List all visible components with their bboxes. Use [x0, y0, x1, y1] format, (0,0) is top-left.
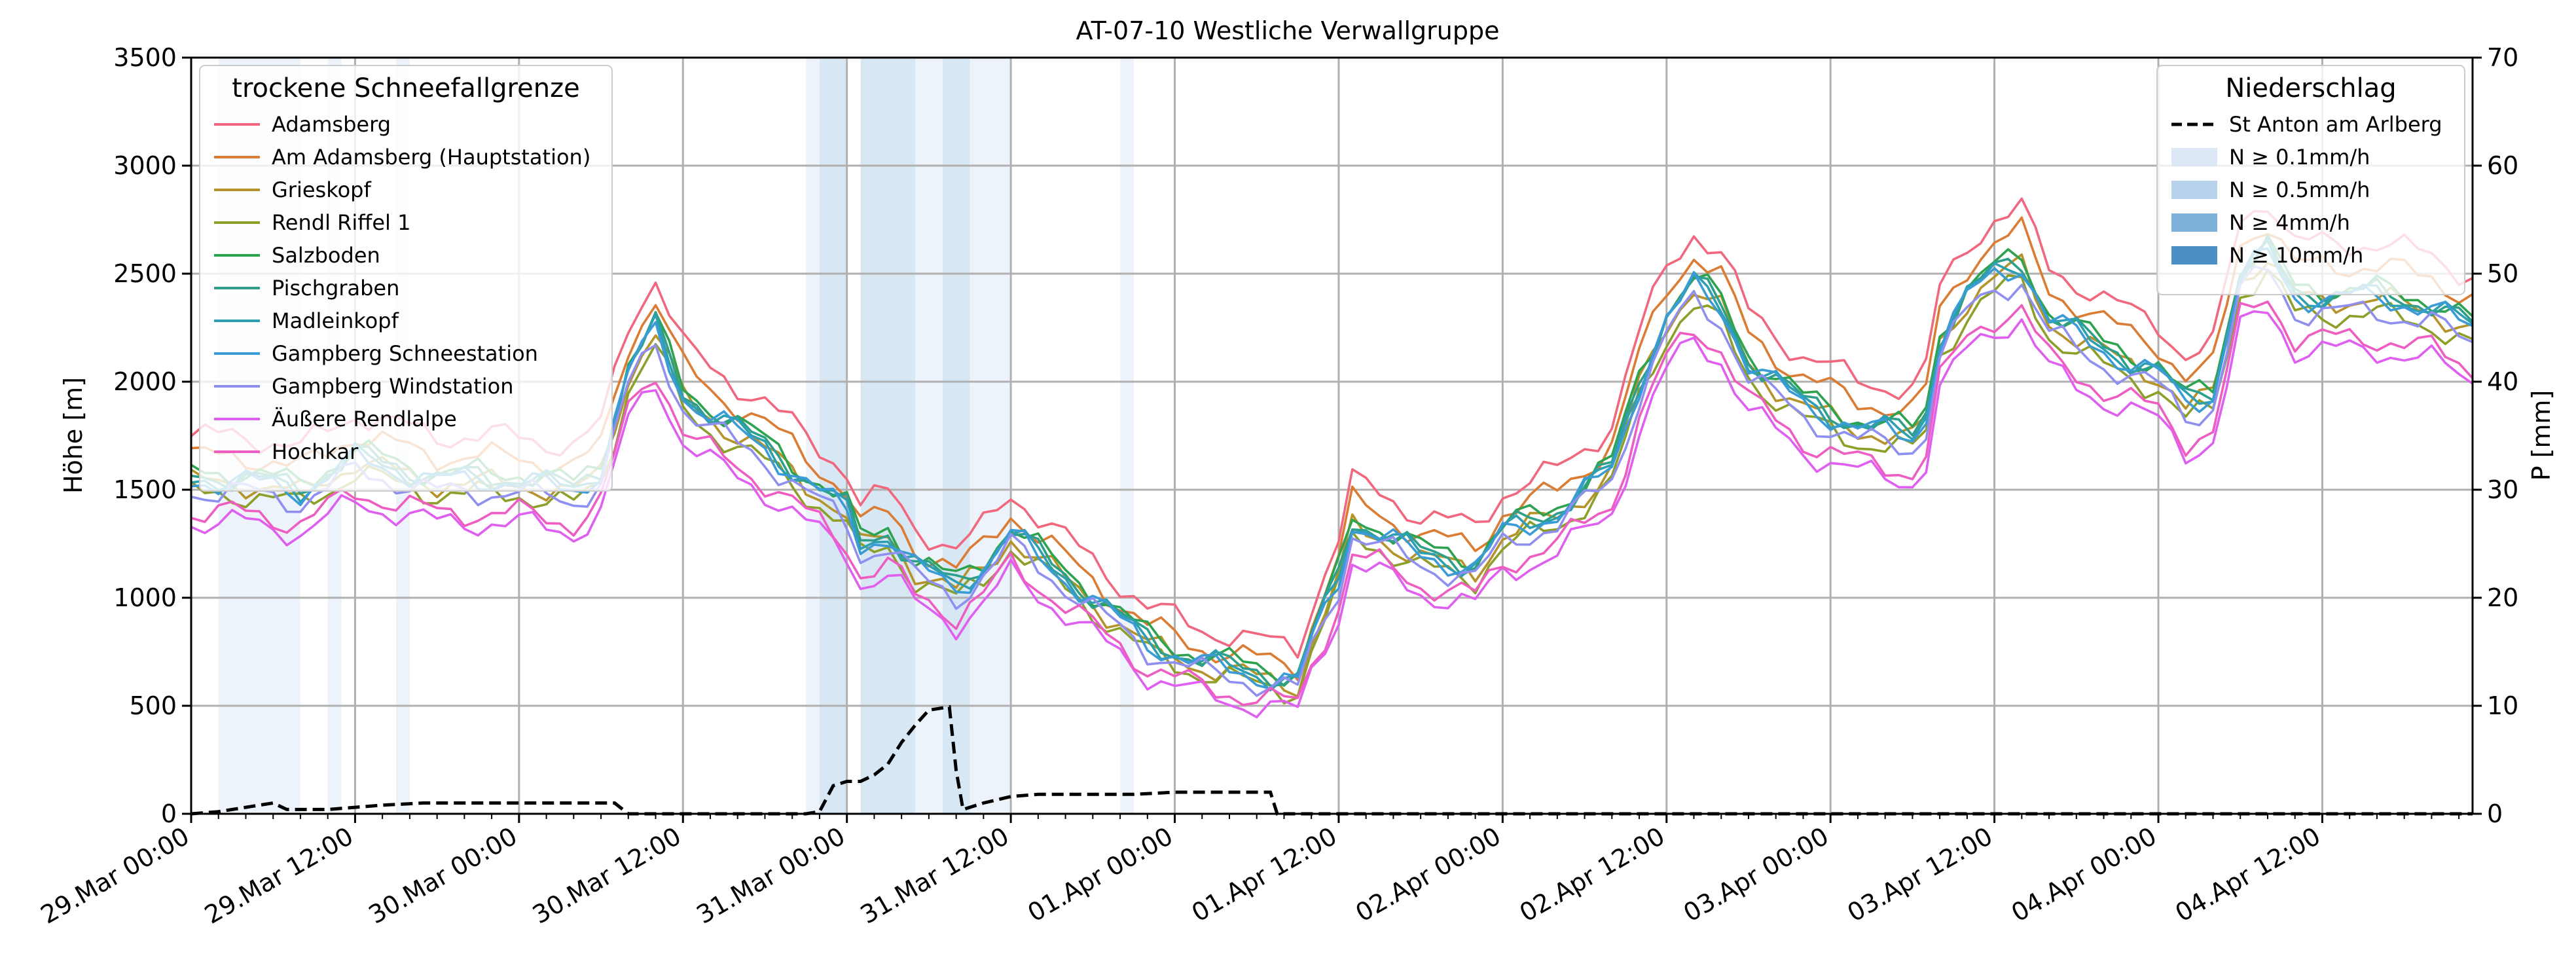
y-left-tick-label-5: 2500 [113, 259, 177, 288]
y-axis-label-right: P [mm] [2527, 390, 2556, 481]
y-right-tick-label-7: 70 [2487, 43, 2518, 72]
chart-title: AT-07-10 Westliche Verwallgruppe [1076, 16, 1500, 45]
y-right-tick-label-4: 40 [2487, 367, 2518, 396]
y-right-tick-label-0: 0 [2487, 799, 2503, 828]
y-right-tick-label-5: 50 [2487, 259, 2518, 288]
series-line-8 [190, 265, 2473, 697]
x-tick-label-9: 02.Apr 12:00 [1515, 822, 1670, 928]
precip-line [190, 704, 2473, 816]
x-tick-label-6: 01.Apr 00:00 [1023, 822, 1178, 928]
precip-band-9 [1120, 58, 1134, 814]
x-tick-label-0: 29.Mar 00:00 [36, 822, 194, 930]
y-right-tick-label-3: 30 [2487, 475, 2518, 504]
series-line-9 [190, 310, 2474, 719]
series-line-3 [190, 268, 2473, 704]
legend-right-band-label-1: N ≥ 0.5mm/h [2229, 177, 2370, 202]
y-left-tick-label-0: 0 [161, 799, 177, 828]
legend-left-label-7: Gampberg Schneestation [272, 341, 538, 366]
legend-left-label-1: Am Adamsberg (Hauptstation) [272, 145, 590, 170]
x-tick-label-5: 31.Mar 12:00 [856, 822, 1014, 930]
precip-band-5 [860, 58, 916, 814]
legend-left-label-10: Hochkar [272, 439, 359, 464]
legend-right-band-swatch-2 [2171, 213, 2217, 232]
x-tick-label-4: 31.Mar 00:00 [691, 822, 850, 930]
precip-layer [190, 704, 2473, 816]
legend-right-title: Niederschlag [2225, 73, 2396, 103]
y-left-tick-label-3: 1500 [113, 475, 177, 504]
y-left-tick-label-2: 1000 [113, 583, 177, 612]
legend-left-label-5: Pischgraben [272, 276, 399, 301]
legend-right-band-label-0: N ≥ 0.1mm/h [2229, 145, 2370, 170]
x-tick-label-1: 29.Mar 12:00 [200, 822, 358, 930]
y-right-tick-label-2: 20 [2487, 583, 2518, 612]
x-tick-label-12: 04.Apr 00:00 [2006, 822, 2162, 928]
x-tick-label-8: 02.Apr 00:00 [1351, 822, 1506, 928]
x-tick-label-11: 03.Apr 12:00 [1843, 822, 1998, 928]
x-tick-label-10: 03.Apr 00:00 [1678, 822, 1834, 928]
x-tick-label-2: 30.Mar 00:00 [364, 822, 522, 930]
y-left-tick-label-6: 3000 [113, 151, 177, 180]
x-tick-label-13: 04.Apr 12:00 [2170, 822, 2325, 928]
y-right-tick-label-6: 60 [2487, 151, 2518, 180]
legend-right-box [2156, 65, 2465, 295]
legend-right-band-swatch-1 [2171, 181, 2217, 199]
precip-band-7 [942, 58, 970, 814]
legend-right-band-swatch-0 [2171, 148, 2217, 166]
legend-left-label-2: Grieskopf [272, 177, 371, 202]
legend-left-label-8: Gampberg Windstation [272, 374, 514, 399]
legend-left-label-6: Madleinkopf [272, 308, 399, 333]
series-line-10 [190, 301, 2474, 706]
legend-left-label-3: Rendl Riffel 1 [272, 210, 410, 235]
legend-right-band-label-2: N ≥ 4mm/h [2229, 210, 2350, 235]
precip-band-3 [806, 58, 820, 814]
legend-left-label-4: Salzboden [272, 243, 380, 268]
precip-band-4 [819, 58, 847, 814]
y-axis-label-left: Höhe [m] [59, 377, 88, 494]
legend-right-precip-label: St Anton am Arlberg [2229, 112, 2442, 137]
y-left-tick-label-7: 3500 [113, 43, 177, 72]
y-right-tick-label-1: 10 [2487, 691, 2518, 720]
legend-left-box [199, 65, 613, 492]
legend-right-band-swatch-3 [2171, 246, 2217, 265]
legend-left-title: trockene Schneefallgrenze [232, 73, 579, 103]
legend-left-label-9: Äußere Rendlalpe [272, 407, 457, 431]
y-left-tick-label-1: 500 [129, 691, 177, 720]
legend-layer: trockene Schneefallgrenze Adamsberg Am Ada… [199, 65, 2465, 492]
precip-band-8 [970, 58, 1011, 814]
legend-left-label-0: Adamsberg [272, 112, 391, 137]
legend-right-band-label-3: N ≥ 10mm/h [2229, 243, 2363, 268]
x-tick-label-3: 30.Mar 12:00 [528, 822, 686, 930]
precip-band-6 [915, 58, 943, 814]
x-tick-label-7: 01.Apr 12:00 [1187, 822, 1342, 928]
plot-frame [190, 56, 2474, 815]
y-left-tick-label-4: 2000 [113, 367, 177, 396]
